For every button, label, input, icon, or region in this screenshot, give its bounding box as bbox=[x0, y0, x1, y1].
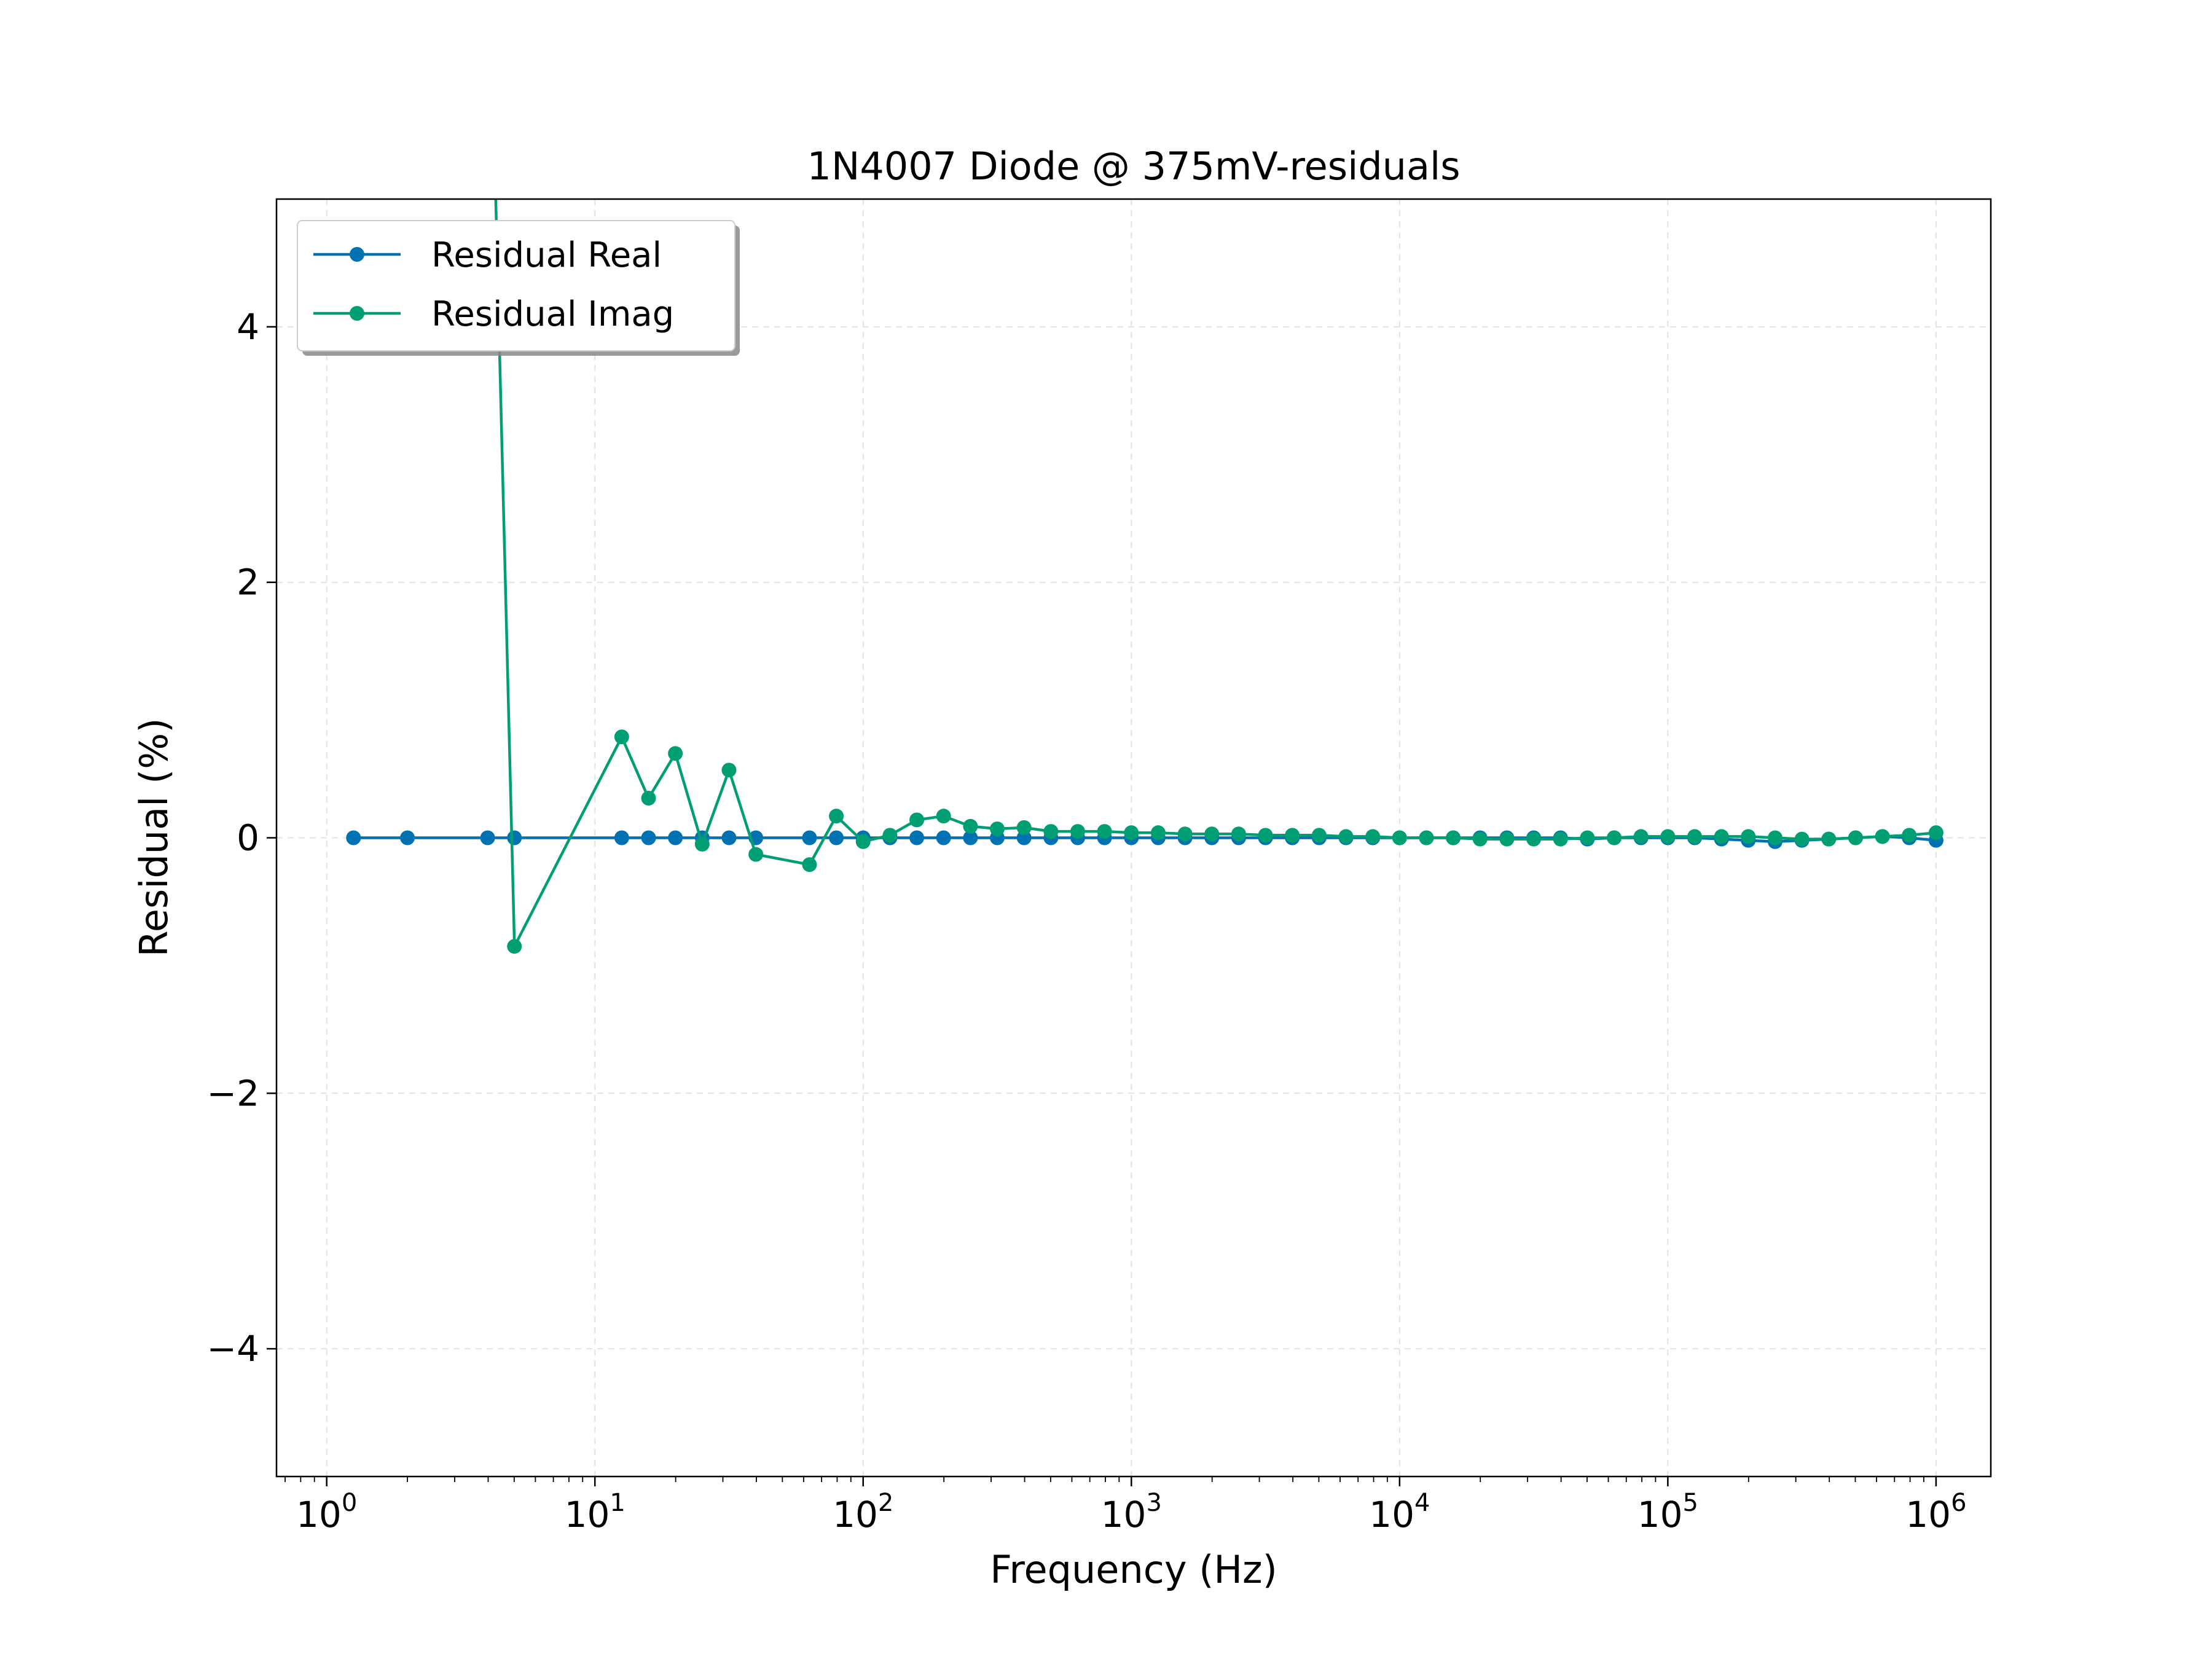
data-point-imag bbox=[1767, 830, 1783, 845]
x-tick-label: 101 bbox=[565, 1489, 626, 1535]
x-tick-label: 106 bbox=[1905, 1489, 1966, 1535]
data-point-imag bbox=[1258, 828, 1273, 843]
data-point-imag bbox=[1446, 830, 1461, 845]
data-point-imag bbox=[614, 729, 629, 745]
data-point-imag bbox=[668, 746, 683, 761]
data-point-imag bbox=[855, 834, 871, 849]
data-point-imag bbox=[694, 836, 710, 852]
y-axis-label: Residual (%) bbox=[131, 718, 176, 957]
x-axis-label: Frequency (Hz) bbox=[990, 1547, 1277, 1592]
data-point-imag bbox=[1633, 829, 1649, 844]
data-point-imag bbox=[1311, 828, 1327, 843]
data-point-real bbox=[1016, 830, 1032, 845]
data-point-imag bbox=[936, 809, 951, 824]
data-point-imag bbox=[829, 809, 844, 824]
legend-entry-real: Residual Real bbox=[313, 235, 662, 275]
y-tick-label: −2 bbox=[207, 1072, 260, 1114]
data-point-real bbox=[641, 830, 656, 845]
data-point-imag bbox=[1231, 826, 1246, 842]
data-point-imag bbox=[802, 857, 817, 873]
data-point-real bbox=[963, 830, 978, 845]
data-point-real bbox=[614, 830, 629, 845]
data-point-imag bbox=[1928, 825, 1943, 841]
y-tick-label: 2 bbox=[237, 562, 259, 603]
data-point-imag bbox=[989, 821, 1005, 836]
y-tick-label: 4 bbox=[237, 306, 259, 348]
data-point-imag bbox=[1472, 831, 1488, 847]
data-point-imag bbox=[1660, 829, 1676, 844]
x-tick-label: 104 bbox=[1369, 1489, 1430, 1535]
data-point-real bbox=[829, 830, 844, 845]
data-point-imag bbox=[1097, 824, 1112, 839]
data-point-imag bbox=[1365, 829, 1381, 844]
data-point-imag bbox=[1499, 831, 1515, 847]
x-tick-label: 100 bbox=[296, 1489, 357, 1535]
data-point-imag bbox=[1553, 831, 1568, 847]
data-point-imag bbox=[1580, 830, 1595, 845]
x-tick-label: 102 bbox=[833, 1489, 893, 1535]
data-point-imag bbox=[1607, 830, 1622, 845]
data-point-imag bbox=[1043, 824, 1059, 839]
data-point-imag bbox=[1419, 830, 1434, 845]
chart-title: 1N4007 Diode @ 375mV-residuals bbox=[807, 144, 1461, 189]
data-point-imag bbox=[1741, 829, 1756, 844]
data-point-imag bbox=[1848, 830, 1863, 845]
data-point-real bbox=[480, 830, 495, 845]
data-point-real bbox=[668, 830, 683, 845]
data-point-imag bbox=[1526, 831, 1542, 847]
data-point-imag bbox=[1016, 820, 1032, 835]
data-point-imag bbox=[963, 818, 978, 834]
data-point-real bbox=[400, 830, 415, 845]
data-point-imag bbox=[1821, 831, 1837, 847]
legend-label-real: Residual Real bbox=[431, 235, 662, 275]
axis-ticks: 100 101 102 103 104 105 106 4 2 0 −2 −4 bbox=[207, 306, 1967, 1535]
data-point-imag bbox=[721, 763, 737, 778]
data-point-imag bbox=[1902, 828, 1917, 843]
data-point-imag bbox=[1070, 824, 1085, 839]
data-point-real bbox=[909, 830, 925, 845]
legend-marker-real bbox=[350, 247, 364, 262]
data-point-imag bbox=[1875, 829, 1890, 844]
data-point-imag bbox=[1285, 828, 1300, 843]
legend-box bbox=[297, 220, 735, 351]
data-point-imag bbox=[507, 939, 522, 954]
data-point-imag bbox=[641, 791, 656, 806]
data-point-real bbox=[936, 830, 951, 845]
data-point-imag bbox=[909, 812, 925, 828]
data-point-imag bbox=[1338, 829, 1354, 844]
series-layer bbox=[346, 199, 1943, 954]
legend-label-imag: Residual Imag bbox=[431, 294, 674, 334]
data-point-real bbox=[346, 830, 361, 845]
data-point-real bbox=[802, 830, 817, 845]
data-point-imag bbox=[1714, 829, 1729, 844]
legend: Residual Real Residual Imag bbox=[297, 220, 740, 356]
legend-marker-imag bbox=[350, 306, 364, 321]
x-tick-label: 105 bbox=[1637, 1489, 1698, 1535]
data-point-imag bbox=[1150, 825, 1166, 841]
data-point-imag bbox=[1794, 831, 1810, 847]
data-point-imag bbox=[882, 828, 898, 843]
data-point-imag bbox=[1177, 826, 1193, 842]
data-point-imag bbox=[1204, 826, 1220, 842]
legend-entry-imag: Residual Imag bbox=[313, 294, 674, 334]
data-point-imag bbox=[1392, 830, 1407, 845]
y-tick-label: −4 bbox=[207, 1328, 260, 1370]
y-tick-label: 0 bbox=[237, 817, 259, 859]
data-point-imag bbox=[1124, 825, 1139, 841]
data-point-real bbox=[721, 830, 737, 845]
data-point-imag bbox=[748, 847, 764, 862]
data-point-real bbox=[507, 830, 522, 845]
x-tick-label: 103 bbox=[1101, 1489, 1162, 1535]
data-point-imag bbox=[1687, 829, 1703, 844]
